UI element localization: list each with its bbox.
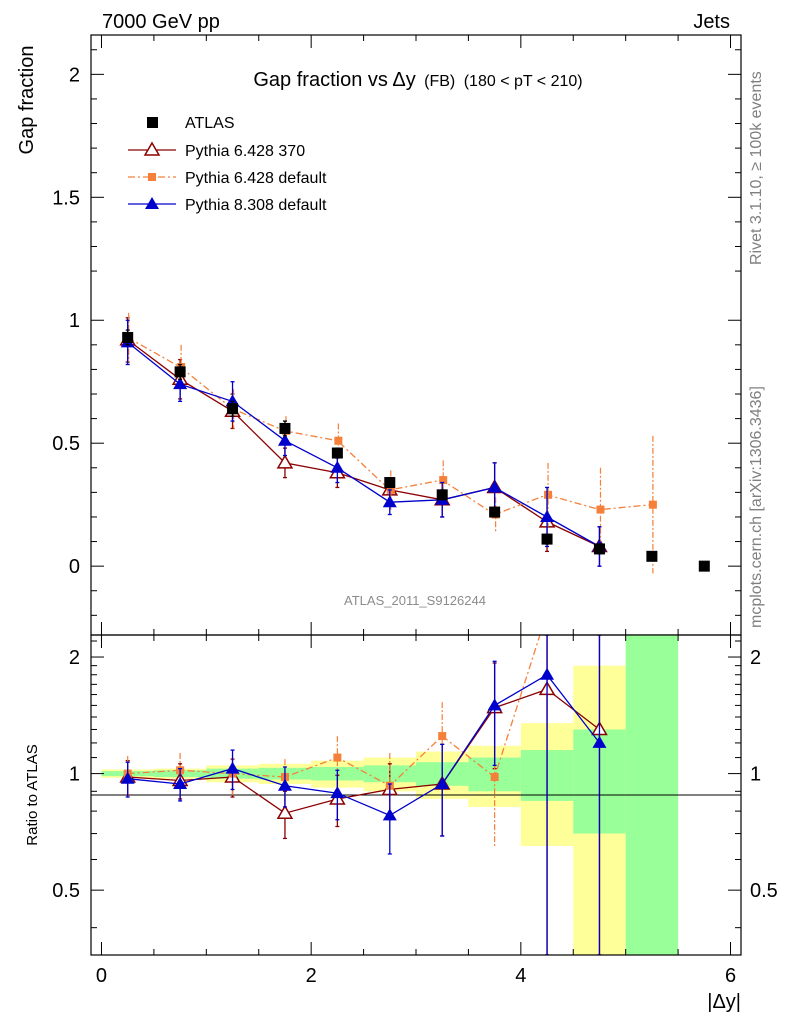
mcplots-label: mcplots.cern.ch [arXiv:1306.3436] — [748, 386, 765, 628]
legend-marker-pythia8-default — [145, 197, 159, 209]
data-point-pythia-6-428-default — [439, 476, 448, 485]
data-point-pythia-8-308-default — [330, 460, 345, 473]
data-point-atlas — [541, 533, 553, 545]
series-line-pythia-6-428-default — [127, 336, 652, 516]
ratio-y-axis-label: Ratio to ATLAS — [24, 744, 41, 845]
ratio-point-pythia-8-308-default — [382, 808, 397, 821]
ratio-point-pythia-8-308-default — [173, 776, 188, 789]
main-axis-ticks: 0 0.5 1 1.5 2 — [52, 35, 741, 635]
ratio-series-layer — [119, 635, 608, 955]
main-y-tick-label: 2 — [69, 64, 80, 86]
ratio-point-pythia-6-428-default — [438, 732, 447, 741]
data-point-atlas — [122, 331, 134, 343]
x-tick-label: 6 — [725, 965, 736, 987]
data-point-pythia-8-308-default — [487, 480, 502, 493]
data-point-pythia-8-308-default — [540, 509, 555, 522]
x-tick-label: 0 — [96, 965, 107, 987]
data-point-pythia-6-428-default — [334, 436, 343, 445]
data-point-atlas — [593, 543, 605, 555]
data-point-atlas — [227, 403, 239, 415]
rivet-version-label: Rivet 3.1.10, ≥ 100k events — [748, 71, 765, 265]
ratio-point-pythia-8-308-default — [592, 735, 607, 748]
data-point-pythia-6-428-default — [544, 490, 553, 499]
main-y-tick-label: 0.5 — [52, 433, 80, 455]
legend-marker-atlas — [147, 117, 158, 128]
ratio-point-pythia-8-308-default — [487, 698, 502, 711]
data-point-atlas — [331, 447, 343, 459]
ratio-point-pythia-8-308-default — [540, 667, 555, 680]
series-line-pythia-6-428-370 — [127, 339, 600, 548]
ratio-point-pythia-8-308-default — [225, 761, 240, 774]
ratio-y-tick-label: 2 — [69, 647, 80, 669]
data-point-pythia-6-428-default — [648, 500, 657, 509]
x-tick-label: 2 — [306, 965, 317, 987]
legend-label-atlas: ATLAS — [185, 115, 235, 132]
ratio-axis-ticks: 0 2 4 6 0.5 0.5 1 1 2 2 — [52, 635, 778, 987]
ratio-point-pythia-8-308-default — [277, 778, 292, 791]
data-point-atlas — [174, 366, 186, 378]
main-panel: 0 0.5 1 1.5 2 Gap fraction vs Δy (FB) (180 <… — [16, 34, 742, 636]
legend: ATLAS Pythia 6.428 370 Pythia 6.428 defa… — [128, 115, 327, 214]
legend-label-pythia6-default: Pythia 6.428 default — [185, 170, 327, 187]
ratio-point-pythia-6-428-370 — [276, 804, 294, 819]
main-y-tick-label: 1.5 — [52, 187, 80, 209]
ratio-y-tick-label: 0.5 — [52, 880, 80, 902]
data-point-atlas — [698, 560, 710, 572]
data-point-pythia-8-308-default — [277, 433, 292, 446]
legend-marker-pythia6-370 — [143, 141, 161, 156]
ratio-line-pythia-8-308-default — [127, 673, 601, 817]
data-point-atlas — [384, 477, 396, 489]
data-point-atlas — [646, 550, 658, 562]
ratio-point-pythia-8-308-default — [330, 786, 345, 799]
legend-label-pythia6-370: Pythia 6.428 370 — [185, 143, 305, 160]
ratio-point-pythia-6-428-default — [490, 772, 499, 781]
process-label: Jets — [693, 11, 730, 33]
x-axis-label: |Δy| — [707, 991, 741, 1013]
legend-label-pythia8-default: Pythia 8.308 default — [185, 197, 327, 214]
y-axis-label: Gap fraction — [16, 46, 38, 155]
chart-title-main: Gap fraction vs — [253, 69, 388, 91]
data-point-atlas — [436, 489, 448, 501]
chart-title-range: (180 < pT < 210) — [464, 73, 583, 90]
ratio-line-pythia-6-428-370 — [127, 688, 600, 814]
main-y-tick-label: 1 — [69, 310, 80, 332]
analysis-id-label: ATLAS_2011_S9126244 — [344, 593, 486, 608]
chart-title-dy: Δy — [392, 69, 415, 91]
data-point-atlas — [489, 506, 501, 518]
legend-marker-pythia6-default — [148, 173, 156, 181]
main-series-layer — [119, 312, 710, 574]
x-tick-label: 4 — [515, 965, 526, 987]
data-point-pythia-6-428-370 — [276, 454, 294, 469]
ratio-point-pythia-8-308-default — [435, 776, 450, 789]
ratio-y-tick-label-right: 2 — [750, 647, 761, 669]
ratio-y-tick-label: 1 — [69, 764, 80, 786]
series-line-pythia-8-308-default — [127, 341, 600, 548]
data-point-pythia-8-308-default — [173, 377, 188, 390]
ratio-y-tick-label-right: 0.5 — [750, 880, 778, 902]
chart-title: Gap fraction vs Δy (FB) (180 < pT < 210) — [253, 69, 582, 91]
data-point-pythia-6-428-default — [596, 505, 605, 514]
ratio-panel: 0 2 4 6 0.5 0.5 1 1 2 2 Ratio to ATLAS |Δy| — [24, 634, 778, 1013]
ratio-point-pythia-6-428-default — [333, 753, 342, 762]
ratio-point-pythia-8-308-default — [120, 771, 135, 784]
ratio-y-tick-label-right: 1 — [750, 764, 761, 786]
energy-label: 7000 GeV pp — [102, 11, 220, 33]
data-point-pythia-8-308-default — [382, 495, 397, 508]
chart-title-suffix: (FB) — [424, 73, 455, 90]
data-point-atlas — [279, 422, 291, 434]
main-y-tick-label: 0 — [69, 556, 80, 578]
